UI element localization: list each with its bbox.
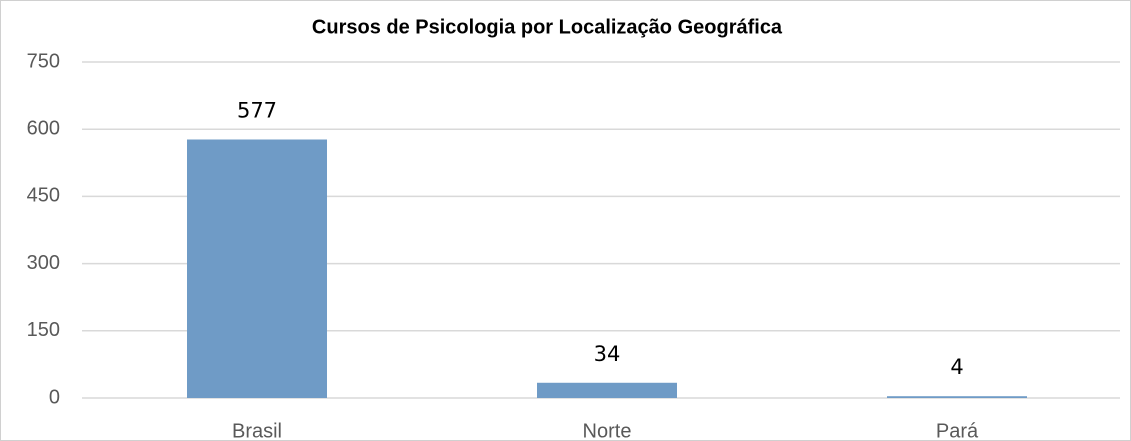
x-tick-label: Brasil bbox=[232, 420, 282, 441]
y-tick-label: 150 bbox=[27, 319, 60, 341]
value-label: 34 bbox=[594, 342, 621, 366]
bar bbox=[887, 396, 1027, 398]
bar bbox=[537, 382, 677, 398]
value-label: 4 bbox=[950, 355, 963, 379]
y-tick-label: 450 bbox=[27, 185, 60, 207]
x-tick-label: Pará bbox=[936, 420, 979, 441]
x-tick-label: Norte bbox=[583, 420, 632, 441]
value-label: 577 bbox=[237, 99, 277, 123]
y-tick-label: 600 bbox=[27, 117, 60, 139]
chart-title: Cursos de Psicologia por Localização Geo… bbox=[312, 16, 783, 38]
y-tick-label: 750 bbox=[27, 50, 60, 72]
y-tick-label: 300 bbox=[27, 252, 60, 274]
y-tick-label: 0 bbox=[49, 386, 60, 408]
bar bbox=[187, 139, 327, 398]
